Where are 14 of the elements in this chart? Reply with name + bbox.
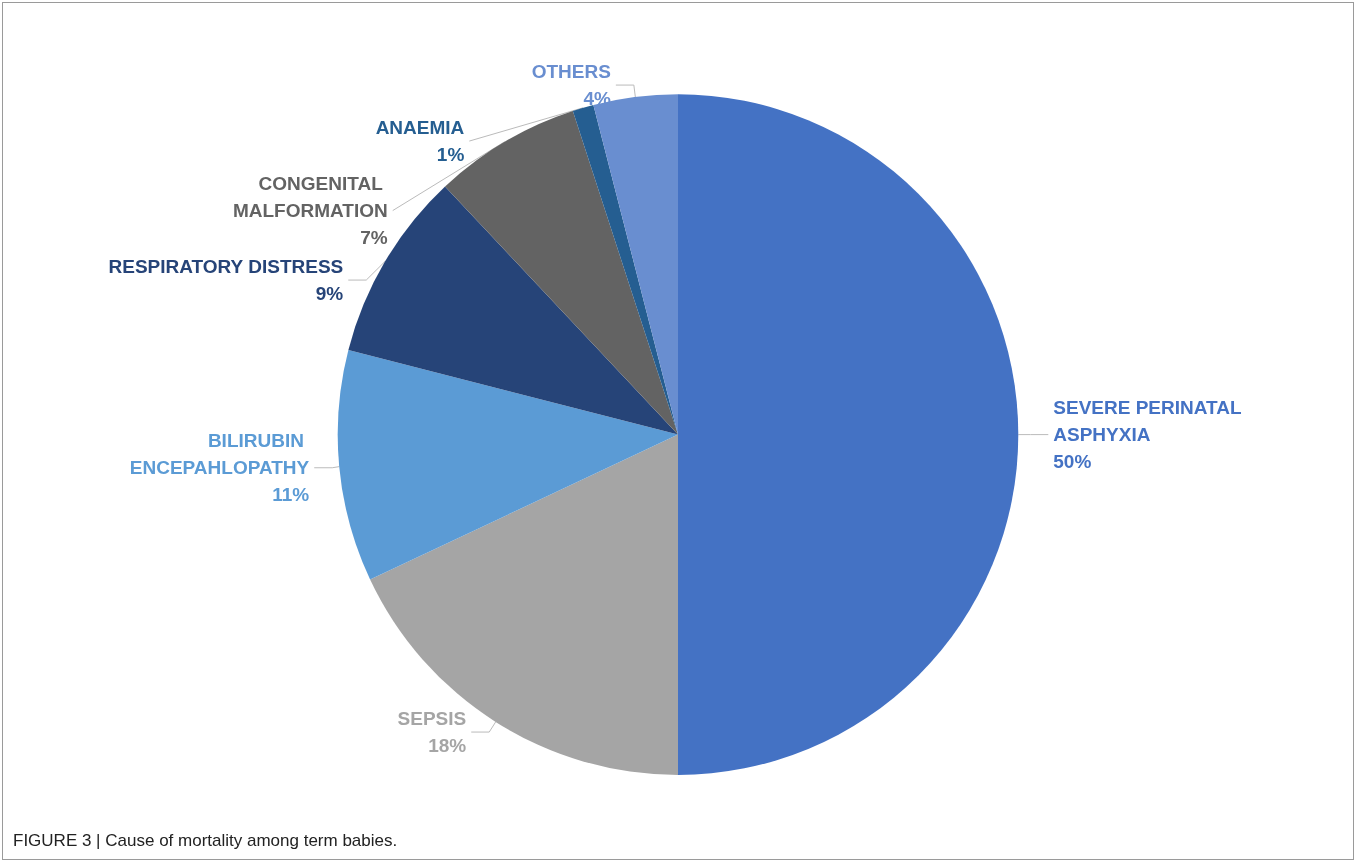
data-label: 18% [428,735,467,757]
caption: FIGURE 3 | Cause of mortality among term babies. [13,831,398,851]
data-label: 50% [1053,451,1092,473]
data-label: 7% [360,227,388,249]
slice-label: SEPSIS [397,708,467,730]
slice-label: OTHERS [531,61,611,83]
slice-label: CONGENITAL MALFORMATION [232,173,388,222]
slice-label: RESPIRATORY DISTRESS [108,256,344,278]
data-label: 9% [315,283,344,305]
slice-label: SEVERE PERINATAL ASPHYXIA [1053,397,1247,446]
slice-label: ANAEMIA [375,117,465,139]
data-label: 11% [272,484,310,506]
slice-label: BILIRUBIN ENCEPAHLOPATHY [129,430,310,479]
data-label: 1% [436,144,465,166]
